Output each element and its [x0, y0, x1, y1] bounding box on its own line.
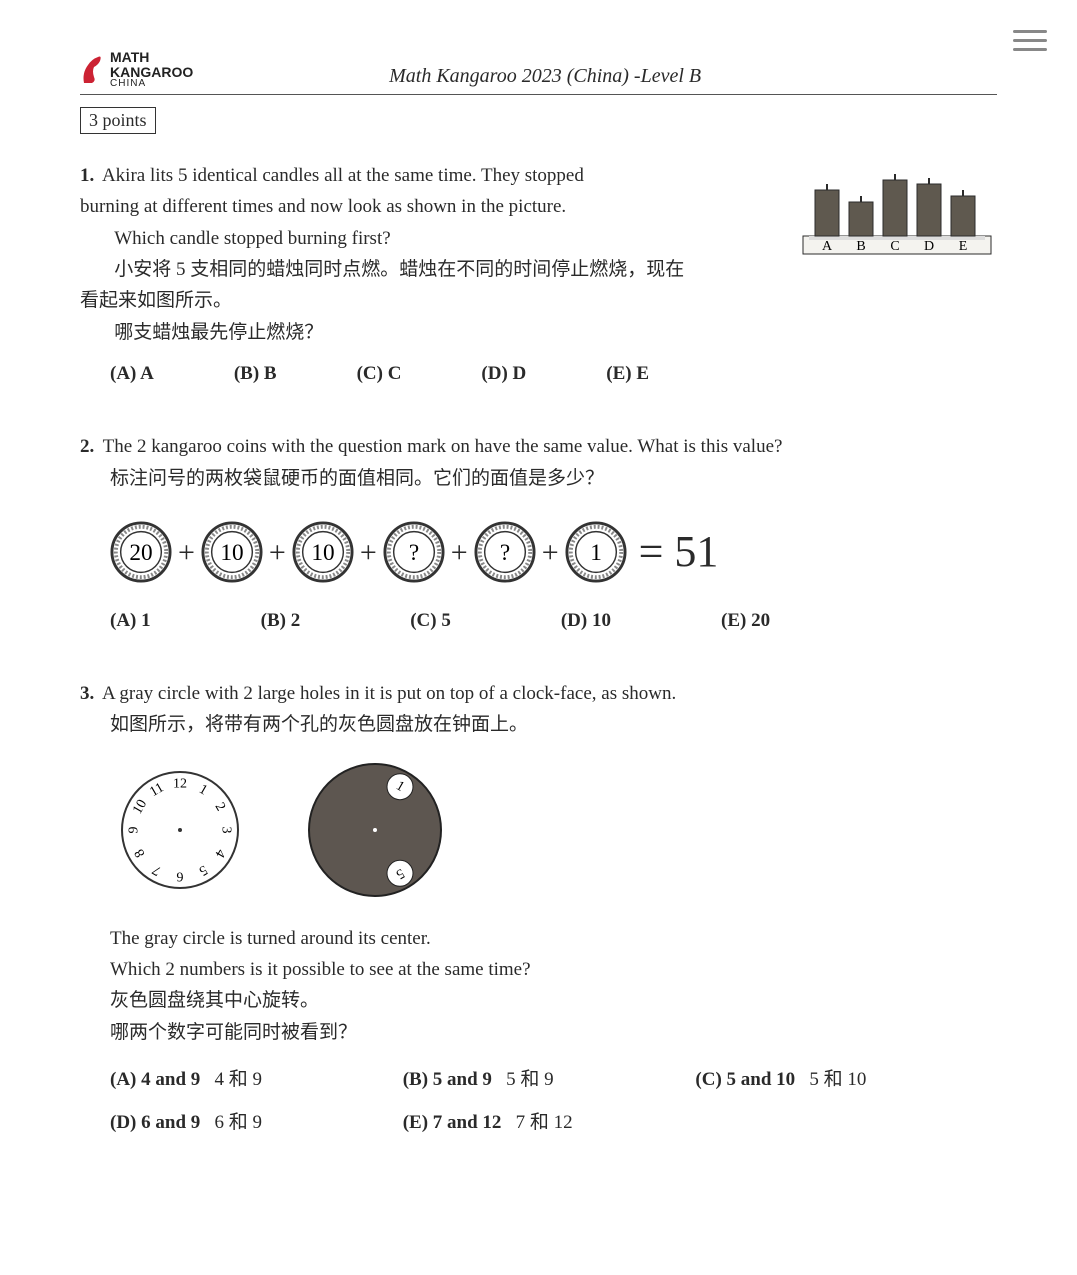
clock-figure: 12 12 3 45678 9 1011 [110, 760, 250, 900]
svg-text:3: 3 [219, 826, 234, 833]
q1-line1: Akira lits 5 identical candles all at th… [102, 165, 584, 186]
svg-text:B: B [856, 239, 865, 254]
svg-text:A: A [822, 239, 833, 254]
points-box: 3 points [80, 107, 156, 134]
page: MATH KANGAROO CHINA Math Kangaroo 2023 (… [0, 0, 1077, 1241]
q1-opt-d: (D) D [481, 358, 526, 389]
q2-en: The 2 kangaroo coins with the question m… [103, 436, 783, 457]
q1-line2: burning at different times and now look … [80, 191, 777, 222]
q3-postcn1: 灰色圆盘绕其中心旋转。 [110, 985, 997, 1016]
q1-cn2: 看起来如图所示。 [80, 285, 777, 316]
svg-text:D: D [924, 239, 934, 254]
question-2: 2. The 2 kangaroo coins with the questio… [80, 431, 997, 636]
question-3: 3. A gray circle with 2 large holes in i… [80, 678, 997, 1139]
svg-text:10: 10 [220, 540, 243, 566]
svg-text:20: 20 [129, 540, 152, 566]
svg-text:?: ? [500, 540, 510, 566]
svg-text:E: E [959, 239, 968, 254]
q2-opt-c: (C) 5 [410, 605, 451, 636]
q3-en: A gray circle with 2 large holes in it i… [102, 683, 676, 704]
svg-text:4: 4 [212, 846, 228, 860]
q3-opt-e: (E) 7 and 12 7 和 12 [403, 1107, 696, 1138]
svg-text:12: 12 [173, 776, 187, 791]
svg-text:11: 11 [147, 780, 166, 800]
q3-postcn2: 哪两个数字可能同时被看到？ [110, 1017, 997, 1048]
q3-opt-a: (A) 4 and 9 4 和 9 [110, 1064, 403, 1095]
q2-opt-e: (E) 20 [721, 605, 770, 636]
svg-text:10: 10 [130, 797, 150, 817]
q1-opt-b: (B) B [234, 358, 277, 389]
q2-opt-a: (A) 1 [110, 605, 151, 636]
q2-opt-b: (B) 2 [261, 605, 301, 636]
q1-opt-c: (C) C [357, 358, 402, 389]
page-header: MATH KANGAROO CHINA Math Kangaroo 2023 (… [80, 50, 997, 95]
svg-text:1: 1 [196, 782, 210, 798]
menu-icon[interactable] [1013, 30, 1047, 51]
header-title: Math Kangaroo 2023 (China) -Level B [93, 65, 997, 90]
q1-cn3: 哪支蜡烛最先停止燃烧？ [80, 317, 777, 348]
svg-text:10: 10 [311, 540, 334, 566]
svg-text:9: 9 [127, 826, 142, 833]
q2-opt-d: (D) 10 [561, 605, 611, 636]
q1-opt-a: (A) A [110, 358, 154, 389]
q3-cn: 如图所示，将带有两个孔的灰色圆盘放在钟面上。 [110, 709, 997, 740]
coins-row: 20 + 10 + 10 + ? + ? + 1 = 51 [110, 516, 997, 589]
q3-opt-c: (C) 5 and 10 5 和 10 [695, 1064, 988, 1095]
q1-opt-e: (E) E [606, 358, 649, 389]
q2-cn: 标注问号的两枚袋鼠硬币的面值相同。它们的面值是多少？ [110, 463, 997, 494]
q1-number: 1. [80, 165, 94, 186]
svg-text:2: 2 [212, 800, 228, 814]
gray-circle-figure: 15 [300, 755, 450, 905]
logo-line1: MATH [110, 50, 193, 65]
svg-text:?: ? [409, 540, 419, 566]
question-1: 1. Akira lits 5 identical candles all at… [80, 160, 997, 389]
q3-opt-b: (B) 5 and 9 5 和 9 [403, 1064, 696, 1095]
q1-line3: Which candle stopped burning first? [80, 223, 777, 254]
svg-text:8: 8 [132, 846, 148, 860]
svg-text:C: C [890, 239, 899, 254]
q3-number: 3. [80, 683, 94, 704]
svg-text:5: 5 [196, 861, 210, 877]
q2-number: 2. [80, 436, 94, 457]
svg-text:6: 6 [177, 868, 184, 883]
q3-post2: Which 2 numbers is it possible to see at… [110, 954, 997, 985]
candles-figure: A B C D E [797, 160, 997, 270]
q3-opt-d: (D) 6 and 9 6 和 9 [110, 1107, 403, 1138]
svg-text:1: 1 [590, 540, 602, 566]
svg-text:7: 7 [150, 861, 164, 877]
q1-cn1: 小安将 5 支相同的蜡烛同时点燃。蜡烛在不同的时间停止燃烧，现在 [80, 254, 777, 285]
q3-post1: The gray circle is turned around its cen… [110, 923, 997, 954]
